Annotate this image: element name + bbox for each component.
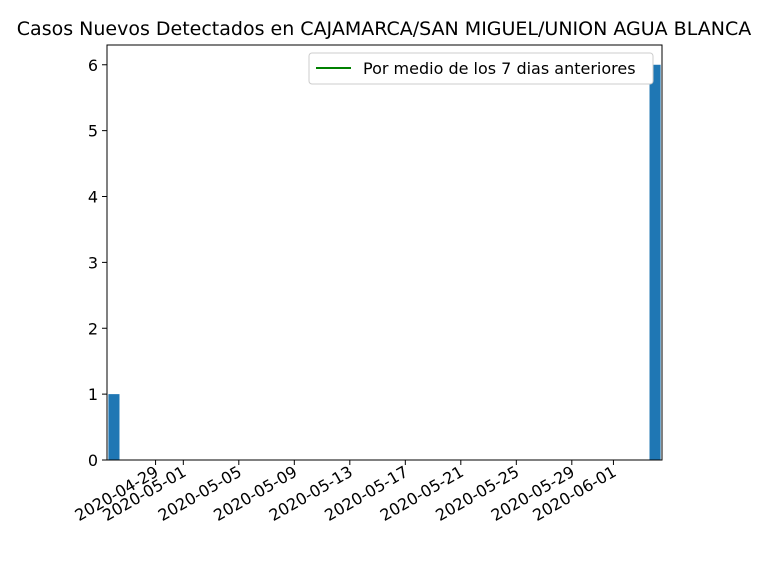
y-tick-label: 0 [88,451,98,470]
axes-frame [106,44,663,461]
bar [108,394,120,460]
plot-area: 01234562020-04-292020-05-012020-05-05202… [72,44,663,525]
chart-title: Casos Nuevos Detectados en CAJAMARCA/SAN… [17,18,751,40]
y-tick-label: 2 [88,319,98,338]
legend-label: Por medio de los 7 dias anteriores [363,59,636,78]
bar [649,64,661,460]
y-tick-label: 1 [88,385,98,404]
y-tick-label: 4 [88,188,98,207]
y-tick-label: 5 [88,122,98,141]
y-tick-label: 6 [88,56,98,75]
legend-box [308,52,654,85]
legend: Por medio de los 7 dias anteriores [308,52,654,85]
y-tick-label: 3 [88,253,98,272]
